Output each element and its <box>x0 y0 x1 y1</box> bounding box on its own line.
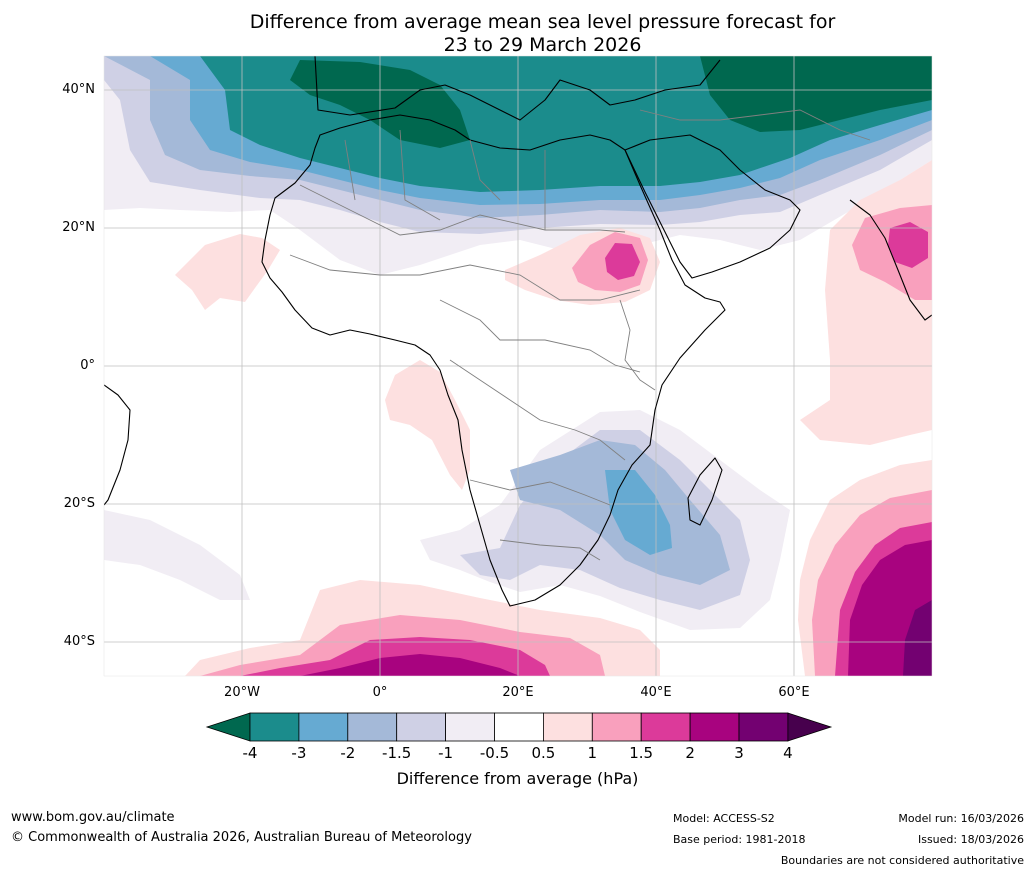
colorbar-bin <box>591 712 642 742</box>
colorbar-bin <box>738 712 789 742</box>
footer-issued: Issued: 18/03/2026 <box>917 833 1024 846</box>
colorbar-bin <box>640 712 691 742</box>
latitude-label-20n: 20°N <box>62 220 95 235</box>
africa-coastline <box>261 114 726 607</box>
contour-plus-1-5 <box>888 222 928 268</box>
colorbar-bin <box>689 712 740 742</box>
india-coastline <box>849 199 932 321</box>
longitude-label-20e: 20°E <box>502 685 534 700</box>
contour-minus-2 <box>605 470 672 555</box>
colorbar-extend-max <box>787 712 833 742</box>
boundary-sahara-north <box>299 184 626 236</box>
colorbar-title: Difference from average (hPa) <box>396 769 639 788</box>
colorbar-bin <box>445 712 495 742</box>
colorbar-extend-min <box>205 712 251 742</box>
boundary-east-africa <box>619 299 656 391</box>
footer-disclaimer: Boundaries are not considered authoritat… <box>780 854 1024 867</box>
boundary-south-africa <box>499 539 601 561</box>
boundary-libya-egypt <box>469 139 546 230</box>
colorbar-tick-label: 1.5 <box>629 744 654 762</box>
map-frame <box>103 55 933 677</box>
colorbar-tick-label: 1 <box>587 744 598 762</box>
contour-minus-4-east <box>700 56 932 132</box>
south-atlantic-low-anomaly <box>104 510 250 600</box>
contour-plus-2 <box>300 654 520 676</box>
colorbar-tick-label: -0.5 <box>479 744 510 762</box>
colorbar-tick-label: 4 <box>783 744 793 762</box>
coastlines <box>104 56 932 607</box>
boundary-algeria <box>344 129 441 221</box>
footer-base-period: Base period: 1981-2018 <box>673 833 806 846</box>
latitude-label-40s: 40°S <box>63 634 95 649</box>
longitude-label-20w: 20°W <box>224 685 260 700</box>
colorbar-bin <box>494 712 544 742</box>
colorbar-bin <box>396 712 447 742</box>
chart-title-line-1: Difference from average mean sea level p… <box>249 11 836 33</box>
colorbar-tick-label: 2 <box>685 744 695 762</box>
chart-title-line-2: 23 to 29 March 2026 <box>443 34 642 56</box>
footer-model-run: Model run: 16/03/2026 <box>898 812 1024 825</box>
colorbar-tick-label: 0.5 <box>531 744 556 762</box>
boundary-sahel <box>289 254 641 301</box>
longitude-label-40e: 40°E <box>640 685 672 700</box>
south-america-coastline <box>104 384 131 506</box>
colorbar-tick-label: -1.5 <box>382 744 412 762</box>
colorbar-bin <box>347 712 398 742</box>
boundary-congo <box>449 359 626 461</box>
contour-plus-0-5-gulf-of-guinea <box>385 360 470 490</box>
boundary-middle-east <box>639 109 871 141</box>
indian-ocean-high-anomaly <box>800 160 932 445</box>
footer-copyright: © Commonwealth of Australia 2026, Austra… <box>11 830 472 845</box>
colorbar <box>205 712 833 742</box>
colorbar-bin <box>249 712 300 742</box>
graticule <box>104 56 932 676</box>
contour-plus-3 <box>903 600 932 676</box>
colorbar-tick-label: -1 <box>438 744 454 762</box>
europe-coastline <box>314 56 721 121</box>
colorbar-tick-label: 3 <box>734 744 744 762</box>
footer-website: www.bom.gov.au/climate <box>11 810 175 825</box>
latitude-label-40n: 40°N <box>62 82 95 97</box>
contour-plus-1-5 <box>605 243 640 280</box>
southern-ocean-high-anomaly <box>185 580 660 676</box>
longitude-label-60e: 60°E <box>778 685 810 700</box>
madagascar-coastline <box>687 457 723 526</box>
longitude-label-0: 0° <box>372 685 388 700</box>
boundary-central <box>439 299 641 373</box>
colorbar-tick-label: -4 <box>242 744 258 762</box>
colorbar-tick-label: -2 <box>340 744 356 762</box>
map-plot-area <box>104 56 932 676</box>
colorbar-bin <box>543 712 593 742</box>
footer-model: Model: ACCESS-S2 <box>673 812 775 825</box>
latitude-label-0: 0° <box>80 358 95 373</box>
latitude-label-20s: 20°S <box>63 496 95 511</box>
west-coast-high-anomalies <box>175 234 470 490</box>
arabia-coastline <box>624 134 801 279</box>
country-boundaries <box>289 109 871 561</box>
colorbar-tick-label: -3 <box>291 744 307 762</box>
colorbar-bin <box>298 712 349 742</box>
boundary-southern-africa <box>469 479 611 506</box>
contour-plus-0-5-west-africa <box>175 234 280 310</box>
horn-of-africa-high-anomaly <box>505 228 660 305</box>
mozambique-low-anomaly <box>420 410 790 630</box>
